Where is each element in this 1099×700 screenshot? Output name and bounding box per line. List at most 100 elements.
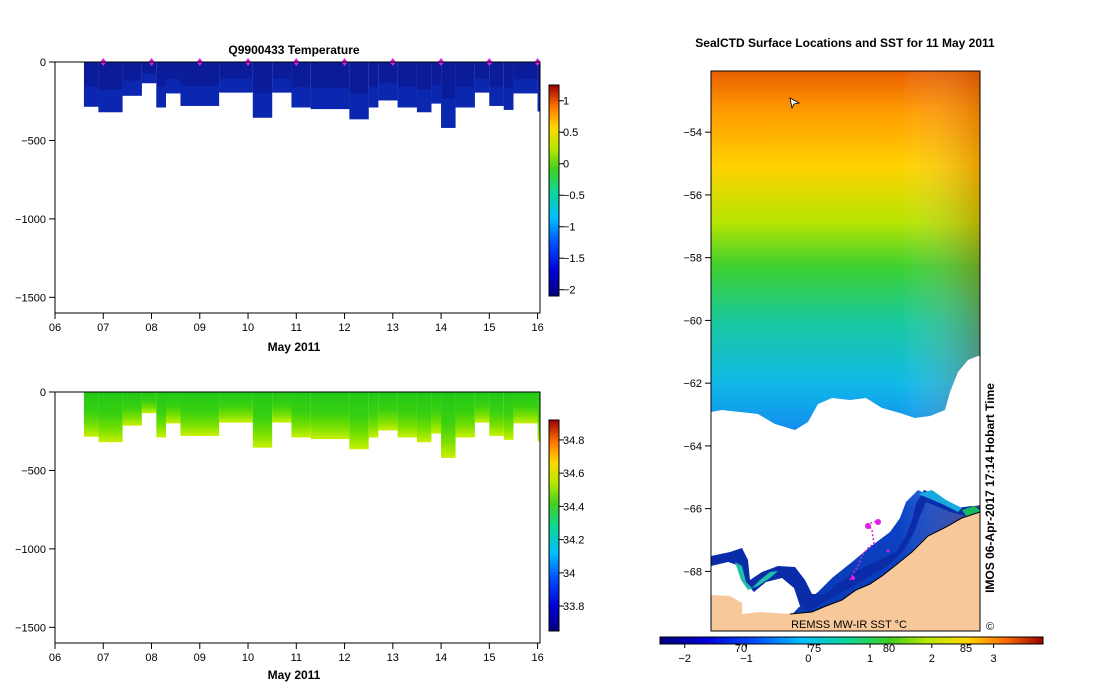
temperature-panel: Q9900433 Temperature 0−500−1000−1500 06 0… <box>15 43 585 354</box>
sst-colorbar-tick-label: −2 <box>678 653 691 665</box>
colorbar-tick-label: −2 <box>563 285 576 297</box>
coastal-sst-band-mid <box>918 490 962 512</box>
x-tick-label: 14 <box>435 322 447 334</box>
x-tick-label: 07 <box>97 652 109 664</box>
colorbar-tick-label: 34.2 <box>563 535 584 547</box>
x-tick-label: 08 <box>145 652 157 664</box>
salinity-profile-bar <box>537 392 540 442</box>
salinity-profile-bar <box>503 392 514 440</box>
salinity-x-axis: 06 07 08 09 10 11 12 13 14 15 16 <box>49 643 544 664</box>
salinity-profile-bar <box>441 392 456 458</box>
x-tick-label: 07 <box>97 322 109 334</box>
salinity-profile-bar <box>83 392 99 437</box>
temperature-profile-deep <box>513 79 538 94</box>
sst-map-frame <box>710 70 981 632</box>
temperature-profile-deep <box>378 83 398 101</box>
temperature-profile-bar <box>368 62 379 108</box>
salinity-profile-bar <box>180 392 220 436</box>
salinity-profile-bar <box>165 392 181 424</box>
copyright-symbol: © <box>986 621 994 633</box>
x-tick-label: 10 <box>242 322 254 334</box>
coastal-sst-band-warm <box>735 562 778 590</box>
sst-colorbar-tick-label: −1 <box>740 653 753 665</box>
colorbar-tick-label: −0.5 <box>563 190 585 202</box>
salinity-profile-bar <box>122 392 142 426</box>
salinity-profile-bar <box>378 392 398 431</box>
sst-map-area <box>711 71 980 631</box>
temperature-profile-bar <box>431 62 442 104</box>
sst-map-lat-axis: −54 −56 −58 −60 −62 −64 −66 −68 <box>683 127 711 578</box>
salinity-colorbar <box>548 419 560 632</box>
salinity-profile-bar <box>219 392 253 423</box>
x-tick-label: 13 <box>387 322 399 334</box>
sst-colorbar-tick-label: 3 <box>991 653 997 665</box>
colorbar-tick-label: 0.5 <box>563 127 578 139</box>
colorbar-tick-label: −1 <box>563 222 576 234</box>
temperature-profile-deep <box>368 87 379 108</box>
temperature-colorbar-ticks: 1 0.5 0 −0.5 −1 −1.5 −2 <box>559 96 585 297</box>
lat-tick-label: −58 <box>683 253 702 265</box>
x-tick-label: 16 <box>531 652 543 664</box>
temperature-profile-deep <box>291 87 311 108</box>
sst-map-lon-labels: 70 75 80 85 <box>735 643 972 655</box>
y-tick-label: −1500 <box>15 622 46 634</box>
lat-tick-label: −66 <box>683 504 702 516</box>
lat-tick-label: −68 <box>683 566 702 578</box>
temperature-profile-deep <box>98 89 123 113</box>
temperature-x-label: May 2011 <box>268 340 321 354</box>
temperature-profile-bar <box>156 62 166 108</box>
colorbar-tick-label: 34.6 <box>563 468 584 480</box>
sst-map-panel: SealCTD Surface Locations and SST for 11… <box>659 36 1044 665</box>
x-tick-label: 12 <box>338 652 350 664</box>
salinity-profile-bar <box>349 392 369 450</box>
temperature-profile-deep <box>180 86 220 106</box>
salinity-profile-bar <box>416 392 432 443</box>
x-tick-label: 06 <box>49 652 61 664</box>
temperature-profile-deep <box>156 87 166 108</box>
y-tick-label: −1000 <box>15 214 46 226</box>
lat-tick-label: −54 <box>683 127 702 139</box>
temperature-profile-deep <box>310 87 350 110</box>
coastal-sst-band <box>711 490 980 612</box>
x-tick-label: 11 <box>291 652 302 664</box>
salinity-profile-bar <box>98 392 123 443</box>
temperature-profile-deep <box>141 73 157 84</box>
seal-position <box>851 576 855 580</box>
seal-position <box>886 549 890 553</box>
y-tick-label: −1500 <box>15 292 46 304</box>
temperature-profile-deep <box>537 89 540 112</box>
temperature-profile-deep <box>416 89 432 113</box>
temperature-x-axis: 06 07 08 09 10 11 12 13 14 15 16 <box>49 313 544 334</box>
ice-mask <box>711 356 980 631</box>
x-tick-label: 09 <box>194 322 206 334</box>
lon-tick-label: 80 <box>883 643 895 655</box>
salinity-profile-bar <box>252 392 273 448</box>
lon-tick-label: 70 <box>735 643 747 655</box>
sst-colorbar-tick-label: 1 <box>867 653 873 665</box>
y-tick-label: −500 <box>21 465 46 477</box>
temperature-profile-deep <box>165 79 181 94</box>
salinity-profile-bar <box>272 392 292 423</box>
salinity-profile-bar <box>431 392 442 434</box>
salinity-profile-bar <box>141 392 157 414</box>
temperature-profile-deep <box>83 86 99 107</box>
temperature-profile-deep <box>431 84 442 104</box>
sst-colorbar-tick-label: 0 <box>805 653 811 665</box>
x-tick-label: 14 <box>435 652 447 664</box>
temperature-profile-deep <box>455 87 475 108</box>
seal-position <box>875 519 881 525</box>
colorbar-tick-label: 1 <box>563 96 569 108</box>
temperature-profile-deep <box>397 87 417 108</box>
salinity-y-axis: 0 −500 −1000 −1500 <box>15 387 55 634</box>
imos-footer: IMOS 06-Apr-2017 17:14 Hobart Time <box>983 383 997 593</box>
x-tick-label: 15 <box>483 322 495 334</box>
colorbar-tick-label: 33.8 <box>563 601 584 613</box>
temperature-profile-deep <box>252 92 273 118</box>
x-tick-label: 11 <box>291 322 302 334</box>
lat-tick-label: −64 <box>683 441 702 453</box>
y-tick-label: −1000 <box>15 544 46 556</box>
x-tick-label: 12 <box>338 322 350 334</box>
salinity-profile-bar <box>474 392 490 423</box>
x-tick-label: 08 <box>145 322 157 334</box>
